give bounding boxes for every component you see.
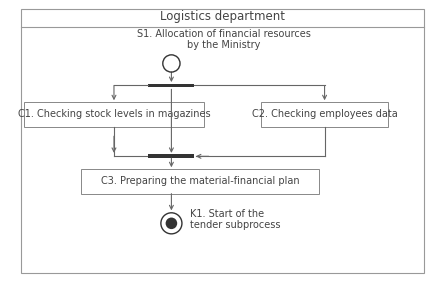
Bar	[81, 169, 318, 194]
Text: C3. Preparing the material-financial plan: C3. Preparing the material-financial pla…	[101, 176, 299, 186]
Text: Logistics department: Logistics department	[160, 10, 285, 23]
Text: C2. Checking employees data: C2. Checking employees data	[251, 109, 397, 119]
Circle shape	[165, 217, 177, 229]
Bar	[24, 102, 204, 127]
Bar	[148, 155, 194, 158]
Text: S1. Allocation of financial resources
by the Ministry: S1. Allocation of financial resources by…	[137, 29, 310, 50]
Text: C1. Checking stock levels in magazines: C1. Checking stock levels in magazines	[17, 109, 210, 119]
Bar	[261, 102, 387, 127]
Bar	[148, 83, 194, 87]
Text: K1. Start of the
tender subprocess: K1. Start of the tender subprocess	[189, 209, 279, 230]
Circle shape	[161, 213, 181, 234]
